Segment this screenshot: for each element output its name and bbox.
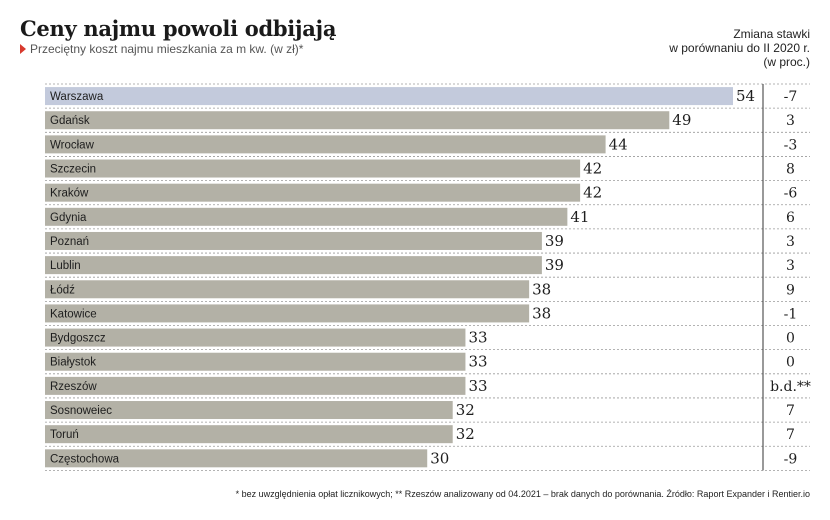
bar [45, 449, 428, 468]
category-label: Warszawa [50, 91, 104, 103]
value-label: 42 [583, 160, 602, 178]
bar [45, 304, 530, 323]
category-label: Kraków [50, 188, 89, 200]
change-value-label: -1 [784, 306, 798, 322]
category-label: Szczecin [50, 164, 96, 176]
change-value-label: -6 [784, 186, 798, 202]
category-label: Łódź [50, 284, 75, 296]
triangle-marker-icon [20, 44, 26, 54]
value-label: 39 [545, 232, 564, 250]
category-label: Toruń [50, 429, 79, 441]
change-value-label: -7 [784, 89, 798, 105]
value-label: 32 [456, 425, 475, 443]
value-label: 33 [468, 329, 487, 347]
footnote: * bez uwzględnienia opłat licznikowych; … [235, 489, 810, 499]
value-label: 33 [468, 353, 487, 371]
change-value-label: 7 [786, 427, 795, 443]
category-label: Wrocław [50, 139, 95, 151]
change-value-label: 3 [786, 258, 795, 274]
value-label: 54 [736, 87, 755, 105]
bar [45, 207, 568, 226]
change-value-label: 3 [786, 234, 795, 250]
bar [45, 87, 733, 106]
value-label: 39 [545, 256, 564, 274]
value-label: 44 [609, 135, 628, 153]
value-label: 49 [672, 111, 691, 129]
change-value-label: 0 [786, 355, 795, 371]
change-value-label: 3 [786, 113, 795, 129]
change-value-label: 6 [786, 210, 795, 226]
change-header-line-1: Zmiana stawki [733, 27, 810, 41]
change-value-label: b.d.** [770, 379, 811, 395]
category-label: Katowice [50, 308, 97, 320]
change-value-label: 0 [786, 331, 795, 347]
category-label: Poznań [50, 236, 89, 248]
bar [45, 183, 581, 202]
chart-subtitle: Przeciętny koszt najmu mieszkania za m k… [20, 42, 303, 56]
bar [45, 135, 606, 154]
change-value-label: 7 [786, 403, 795, 419]
bar [45, 111, 670, 130]
value-label: 38 [532, 304, 551, 322]
category-label: Białystok [50, 357, 96, 369]
subtitle-text: Przeciętny koszt najmu mieszkania za m k… [30, 42, 304, 56]
chart-title: Ceny najmu powoli odbijają [20, 16, 337, 41]
category-label: Rzeszów [50, 381, 97, 393]
change-header-line-3: (w proc.) [763, 55, 810, 69]
value-label: 33 [468, 377, 487, 395]
bar [45, 159, 581, 178]
change-value-label: 8 [786, 162, 795, 178]
change-value-label: -3 [784, 137, 798, 153]
value-label: 30 [430, 449, 449, 467]
bar [45, 256, 542, 275]
category-label: Częstochowa [50, 453, 120, 465]
category-label: Bydgoszcz [50, 333, 106, 345]
category-label: Gdańsk [50, 115, 90, 127]
bar [45, 280, 530, 299]
category-label: Gdynia [50, 212, 87, 224]
bar [45, 352, 466, 371]
change-header-line-2: w porównaniu do II 2020 r. [669, 41, 810, 55]
change-value-label: 9 [786, 282, 795, 298]
bar [45, 401, 453, 420]
bar [45, 328, 466, 347]
category-label: Lublin [50, 260, 81, 272]
category-label: Sosnoweiec [50, 405, 112, 417]
change-value-label: -9 [784, 451, 798, 467]
bar [45, 425, 453, 444]
value-label: 42 [583, 184, 602, 202]
change-column-header: Zmiana stawki w porównaniu do II 2020 r.… [669, 27, 810, 69]
value-label: 38 [532, 280, 551, 298]
bar [45, 376, 466, 395]
bar [45, 231, 542, 250]
value-label: 41 [570, 208, 589, 226]
value-label: 32 [456, 401, 475, 419]
